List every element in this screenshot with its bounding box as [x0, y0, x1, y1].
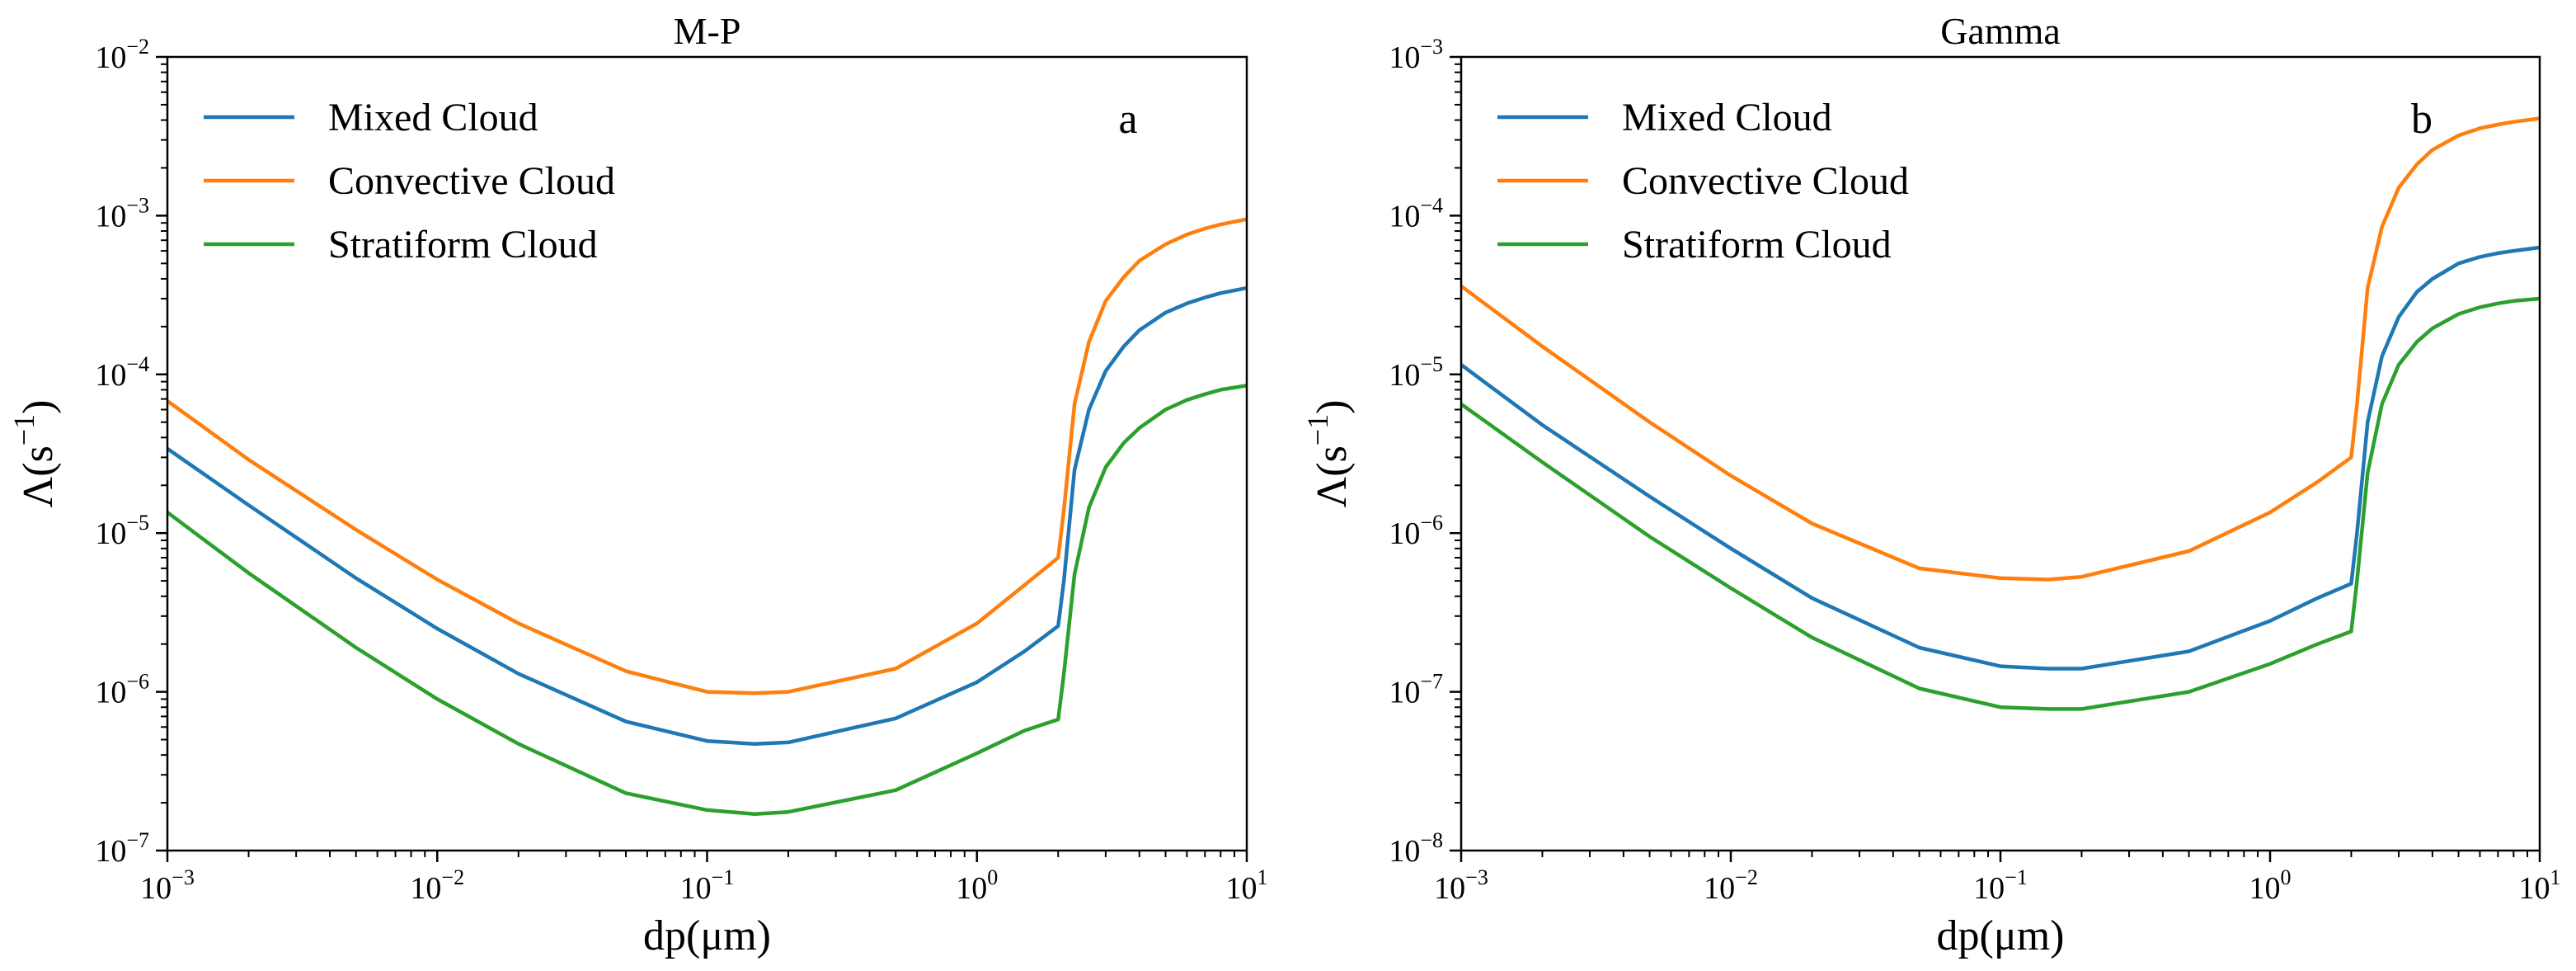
- panel-label: b: [2411, 96, 2433, 143]
- x-tick-label: 100: [2249, 865, 2292, 906]
- series-line-stratiform-cloud: [166, 384, 1248, 816]
- y-tick-label: 10−3: [95, 193, 149, 233]
- panel-label: a: [1118, 96, 1137, 143]
- chart-title: Gamma: [1940, 10, 2061, 52]
- legend: Mixed Cloud Convective Cloud Stratiform Cl…: [1497, 96, 1909, 266]
- y-tick-label: 10−4: [95, 352, 149, 393]
- y-tick-label: 10−8: [1389, 828, 1443, 869]
- y-tick-label: 10−3: [1389, 35, 1443, 75]
- x-tick-label: 10−1: [680, 865, 735, 906]
- x-tick-label: 10−1: [1973, 865, 2028, 906]
- y-axis-label: Λ(s−1): [7, 400, 62, 508]
- legend-label-mixed-cloud: Mixed Cloud: [328, 96, 538, 139]
- legend-label-stratiform-cloud: Stratiform Cloud: [328, 223, 598, 266]
- series-line-convective-cloud: [1460, 116, 2541, 582]
- x-axis-label: dp(μm): [1937, 912, 2065, 959]
- y-tick-label: 10−5: [1389, 352, 1443, 393]
- y-tick-label: 10−6: [1389, 511, 1443, 551]
- y-tick-label: 10−7: [95, 828, 149, 869]
- chart-title: M-P: [674, 10, 741, 52]
- series-line-convective-cloud: [166, 217, 1248, 695]
- legend: Mixed Cloud Convective Cloud Stratiform Cl…: [204, 96, 615, 266]
- legend-label-mixed-cloud: Mixed Cloud: [1622, 96, 1832, 139]
- plot-frame: [1460, 55, 2541, 852]
- x-tick-label: 101: [1226, 865, 1268, 906]
- y-tick-label: 10−6: [95, 670, 149, 710]
- legend-label-stratiform-cloud: Stratiform Cloud: [1622, 223, 1892, 266]
- y-tick-label: 10−4: [1389, 193, 1443, 233]
- legend-label-convective-cloud: Convective Cloud: [328, 159, 615, 203]
- y-tick-label: 10−7: [1389, 670, 1443, 710]
- chart-panel-b: 10−3 10−2 10−1 100 101 10−8 10−7 10−6 10−5 10−4 10…: [1301, 10, 2561, 959]
- x-axis-label: dp(μm): [643, 912, 771, 959]
- legend-label-convective-cloud: Convective Cloud: [1622, 159, 1909, 203]
- series-line-stratiform-cloud: [1460, 296, 2541, 711]
- y-tick-label: 10−2: [95, 35, 149, 75]
- plot-frame: [166, 55, 1248, 852]
- series-line-mixed-cloud: [166, 285, 1248, 746]
- x-tick-label: 10−3: [1434, 865, 1488, 906]
- x-tick-label: 101: [2519, 865, 2561, 906]
- x-tick-label: 100: [956, 865, 998, 906]
- x-tick-label: 10−3: [140, 865, 195, 906]
- x-tick-label: 10−2: [1704, 865, 1758, 906]
- chart-panel-a: 10−3 10−2 10−1 100 101 10−7 10−6 10−5 10−4 10−3 10…: [7, 10, 1268, 959]
- series-line-mixed-cloud: [1460, 245, 2541, 671]
- y-tick-label: 10−5: [95, 511, 149, 551]
- x-tick-label: 10−2: [410, 865, 464, 906]
- y-axis-label: Λ(s−1): [1301, 400, 1356, 508]
